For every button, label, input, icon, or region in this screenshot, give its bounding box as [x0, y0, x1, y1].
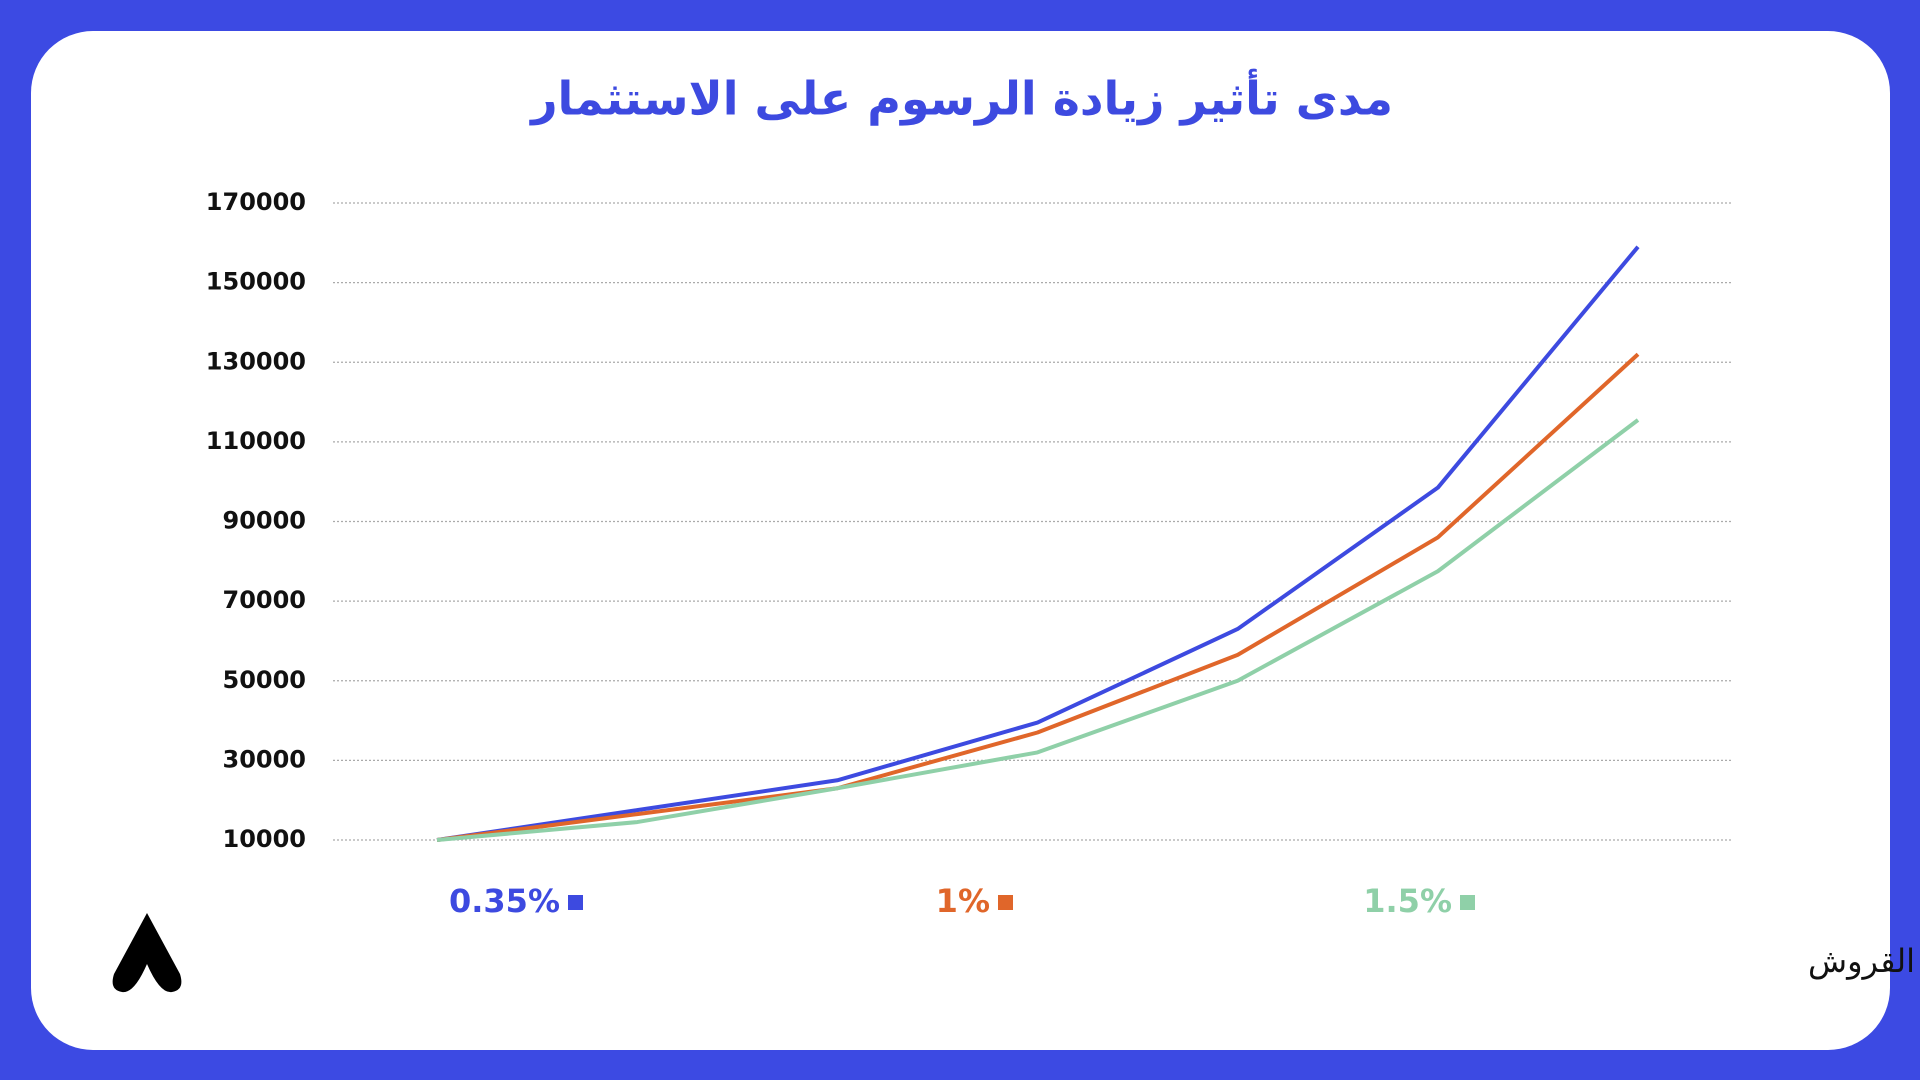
logo	[112, 913, 182, 993]
line	[436, 418, 1640, 842]
legend-label: 1.5%	[1363, 882, 1452, 920]
y-tick-label: 150000	[206, 268, 306, 296]
y-tick-label: 50000	[223, 666, 307, 694]
y-tick-label: 130000	[206, 347, 306, 375]
legend-swatch	[1460, 895, 1475, 910]
legend-swatch	[998, 895, 1013, 910]
legend-swatch	[568, 895, 583, 910]
y-tick-label: 110000	[206, 427, 306, 455]
y-tick-label: 90000	[223, 507, 307, 535]
legend-label: 0.35%	[449, 882, 560, 920]
y-tick-label: 30000	[223, 745, 307, 773]
chart-title: مدى تأثير زيادة الرسوم على الاستثمار	[529, 69, 1393, 126]
source: نشرة القروش	[1808, 942, 1920, 980]
legend-label: 1%	[936, 882, 990, 920]
y-tick-label: 10000	[223, 825, 307, 853]
y-tick-label: 70000	[223, 586, 307, 614]
card	[31, 31, 1890, 1050]
line	[436, 245, 1640, 842]
y-tick-label: 170000	[206, 188, 306, 216]
line	[436, 352, 1640, 842]
